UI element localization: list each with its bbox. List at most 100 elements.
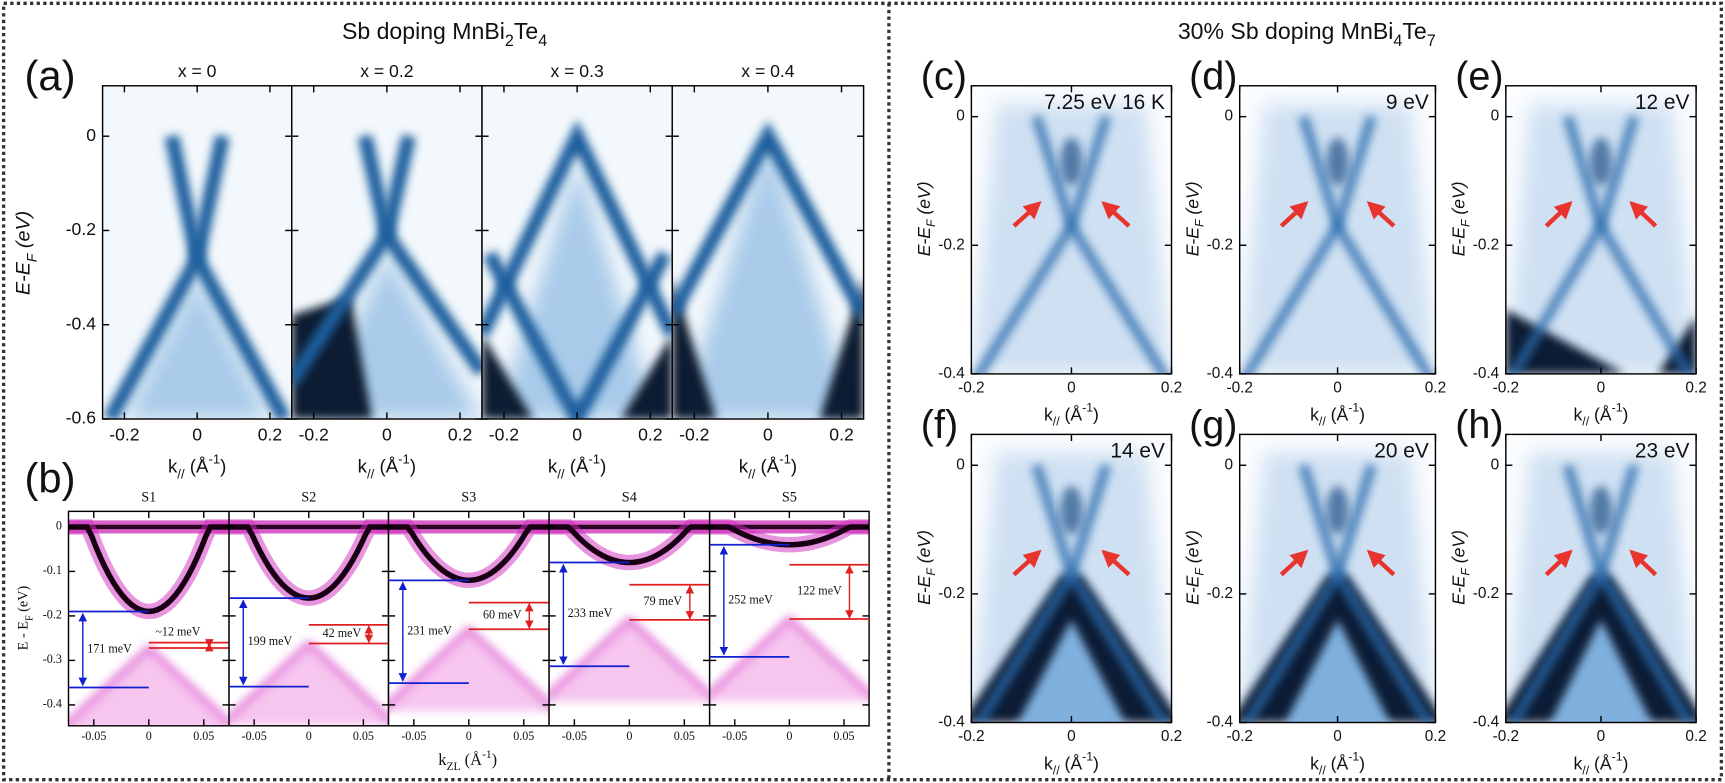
cone-inner	[1285, 619, 1390, 723]
x-axis-label: k// (Å-1)	[1310, 750, 1365, 778]
x-tick-label: 0.05	[353, 729, 374, 743]
x-tick-label: 0.2	[1161, 728, 1182, 745]
y-tick-label: -0.2	[66, 219, 96, 239]
cone-fill	[709, 619, 870, 701]
x-axis-label-part: //	[1053, 764, 1060, 778]
left-title-part: 2	[505, 32, 514, 50]
x-axis-label-part: -1	[588, 451, 600, 466]
x-axis-label-part: -1	[398, 451, 410, 466]
x-axis-label: k// (Å-1)	[739, 451, 797, 481]
x-tick-label: 0	[1597, 728, 1606, 745]
x-tick-label: -0.2	[1493, 380, 1520, 397]
x-axis-label-part: //	[367, 466, 375, 481]
x-axis-label-part: (Å	[1060, 753, 1083, 773]
x-tick-label: 0.2	[258, 424, 282, 444]
band	[1507, 463, 1639, 723]
x-axis-label-part: //	[557, 466, 565, 481]
dark-region	[819, 277, 864, 419]
x-axis-label-part: ZL	[446, 761, 460, 773]
x-tick-label: 0	[1597, 380, 1606, 397]
y-axis-label-part: F	[23, 252, 39, 262]
band	[672, 121, 864, 319]
y-axis-label-part: F	[1459, 218, 1473, 227]
x-axis-label: k// (Å-1)	[358, 451, 416, 481]
panel-label: (f)	[921, 403, 958, 447]
y-axis-label: E-EF (eV)	[1448, 181, 1473, 256]
red-arrow	[1101, 549, 1131, 577]
sample-title: S1	[141, 489, 156, 505]
gap-label: 233 meV	[568, 606, 613, 620]
y-tick-label: -0.2	[938, 236, 965, 253]
x-tick-label: 0.2	[829, 424, 853, 444]
x-tick-label: -0.05	[562, 729, 587, 743]
red-arrow	[1366, 201, 1396, 228]
x-tick-label: 0	[1067, 728, 1076, 745]
x-axis-label-part: -1	[779, 451, 791, 466]
panel-label: (b)	[25, 455, 76, 502]
x-tick-label: 0	[306, 729, 312, 743]
x-axis-label-part: )	[1359, 753, 1365, 773]
y-axis-label-part: (eV)	[16, 585, 32, 615]
y-axis-label-part: (eV)	[914, 530, 934, 568]
dirac-spot	[1060, 137, 1083, 186]
left-title-part: Te	[514, 18, 538, 44]
x-tick-label: 0	[192, 424, 202, 444]
x-axis-label-part: //	[1319, 415, 1326, 429]
y-axis-label: E-EF (eV)	[13, 211, 39, 295]
x-axis-label-part: (Å	[1326, 404, 1349, 424]
x-axis-label-part: (Å	[1326, 753, 1349, 773]
band	[973, 115, 1112, 374]
panel-label: (c)	[921, 55, 967, 99]
y-axis-label-part: (eV)	[1182, 181, 1202, 219]
x-axis-label-part: -1	[208, 451, 220, 466]
photon-energy: 9 eV	[1386, 91, 1429, 114]
x-axis-label-part: k	[438, 750, 447, 769]
x-tick-label: 0.05	[833, 729, 854, 743]
dirac-spot	[1326, 137, 1349, 186]
red-arrow	[1101, 201, 1131, 228]
red-arrow	[1012, 201, 1042, 228]
dark-region	[291, 296, 373, 419]
gap-label: 122 meV	[797, 584, 842, 598]
x-axis-label-part: //	[1053, 415, 1060, 429]
y-tick-label: -0.4	[43, 697, 62, 711]
x-axis-label-part: -1	[1612, 401, 1623, 415]
x-tick-label: -0.05	[242, 729, 267, 743]
right-title-part: 4	[1393, 32, 1402, 50]
y-axis-label-part: (eV)	[1448, 181, 1468, 219]
y-axis-label: E-EF (eV)	[914, 181, 939, 256]
spectrum-image	[1239, 434, 1436, 723]
red-arrow	[1279, 549, 1309, 577]
dirac-spot	[1589, 486, 1612, 535]
y-axis-label-part: (eV)	[1448, 530, 1468, 568]
x-tick-label: 0	[763, 424, 773, 444]
x-tick-label: -0.2	[679, 424, 709, 444]
x-axis-label-part: -1	[1348, 401, 1359, 415]
red-arrow	[1544, 201, 1573, 228]
dirac-spot	[1060, 486, 1083, 535]
spectrum-image	[102, 85, 292, 419]
right-title-part: 30% Sb doping MnBi	[1178, 18, 1394, 44]
spectrum-image	[388, 511, 550, 726]
spectrum-image	[1239, 85, 1436, 374]
y-axis-label-part: E-E	[914, 227, 934, 257]
x-axis-label-part: k	[548, 455, 558, 476]
x-tick-label: 0.2	[1685, 728, 1706, 745]
y-tick-label: 0	[956, 108, 965, 125]
x-axis-label-part: )	[492, 750, 498, 769]
band	[1241, 115, 1377, 374]
x-axis-label-part: (Å	[1060, 404, 1083, 424]
red-arrow	[1279, 201, 1309, 228]
y-tick-label: -0.4	[938, 365, 965, 382]
panel-title: x = 0.2	[360, 61, 413, 81]
y-tick-label: 0	[1491, 108, 1500, 125]
spectrum-image	[971, 85, 1172, 374]
x-tick-label: 0.2	[448, 424, 472, 444]
y-tick-label: 0	[956, 456, 965, 473]
x-tick-label: 0.05	[193, 729, 214, 743]
y-axis-label-part: F	[924, 567, 938, 576]
x-tick-label: -0.2	[1226, 380, 1253, 397]
x-axis-label-part: )	[220, 455, 226, 476]
x-axis-label: k// (Å-1)	[1044, 401, 1099, 429]
